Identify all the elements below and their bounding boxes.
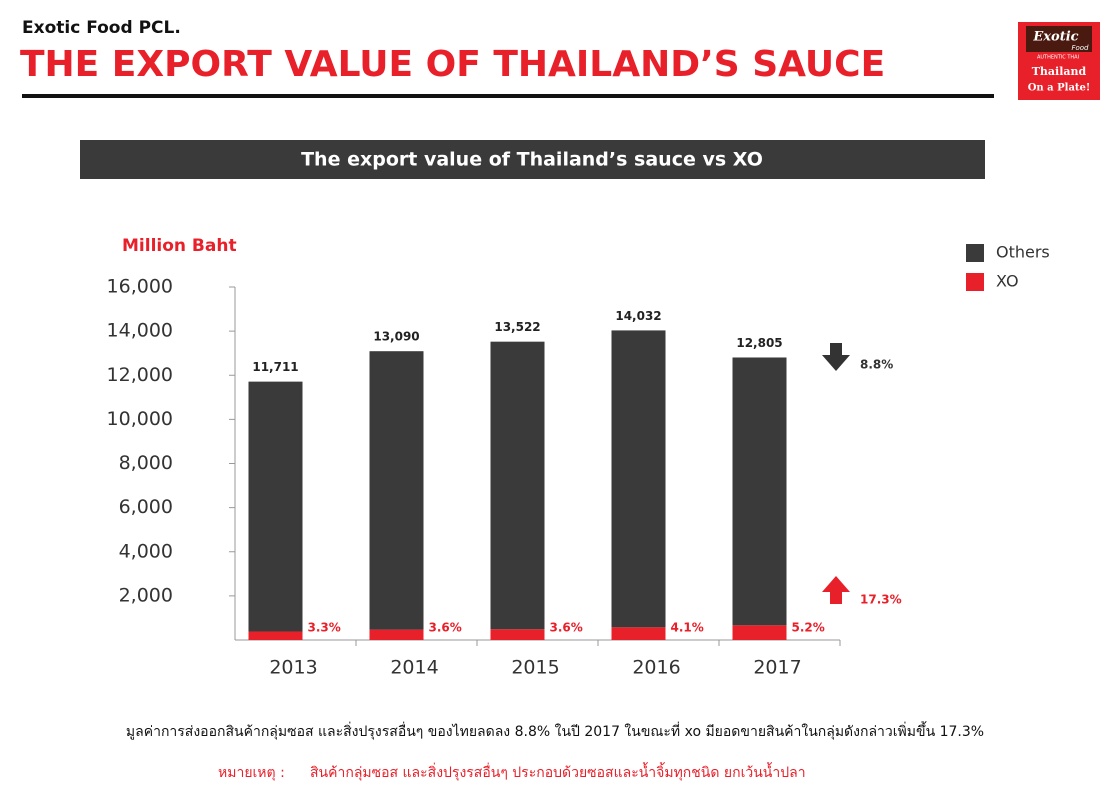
total-label: 11,711 xyxy=(252,360,298,374)
y-tick-label: 4,000 xyxy=(119,540,173,562)
y-axis-label: Million Baht xyxy=(122,236,237,256)
annotation: 8.8% xyxy=(860,358,893,372)
xo-share-label: 5.2% xyxy=(792,621,825,635)
logo-brand: Exotic xyxy=(1032,30,1078,45)
total-label: 13,522 xyxy=(494,320,540,334)
logo-line2: On a Plate! xyxy=(1028,83,1091,94)
bar-segment xyxy=(611,627,666,640)
y-tick-label: 6,000 xyxy=(119,496,173,518)
y-tick-label: 2,000 xyxy=(119,584,173,606)
legend-label: Others xyxy=(996,243,1050,262)
x-tick-label: 2013 xyxy=(269,657,317,679)
x-tick-label: 2014 xyxy=(390,657,438,679)
y-tick-label: 14,000 xyxy=(107,320,173,342)
footer-note: สินค้ากลุ่มซอส และสิ่งปรุงรสอื่นๆ ประกอบ… xyxy=(310,762,806,781)
logo: Exotic Food AUTHENTIC THAI Thailand On a… xyxy=(1018,22,1100,100)
x-tick-label: 2015 xyxy=(511,657,559,679)
logo-ribbon: AUTHENTIC THAI xyxy=(1037,55,1079,61)
bar-segment xyxy=(490,629,545,640)
logo-brand-sub: Food xyxy=(1071,44,1089,52)
bar-segment xyxy=(611,330,666,628)
x-tick-label: 2016 xyxy=(632,657,680,679)
total-label: 14,032 xyxy=(615,309,661,323)
legend-label: XO xyxy=(996,272,1019,291)
y-tick-label: 16,000 xyxy=(107,276,173,298)
trend-arrow xyxy=(822,576,850,604)
footer-note-label: หมายเหตุ : xyxy=(218,765,285,781)
footer-summary: มูลค่าการส่งออกสินค้ากลุ่มซอส และสิ่งปรุ… xyxy=(126,721,984,740)
legend-swatch xyxy=(966,244,984,262)
slide-title: THE EXPORT VALUE OF THAILAND’S SAUCE xyxy=(20,44,885,85)
xo-share-label: 3.3% xyxy=(308,621,341,635)
chart-banner xyxy=(80,140,985,179)
y-tick-label: 8,000 xyxy=(119,452,173,474)
title-rule xyxy=(22,94,994,98)
total-label: 12,805 xyxy=(736,336,782,350)
logo-line1: Thailand xyxy=(1032,65,1087,78)
company: Exotic Food PCL. xyxy=(22,18,181,38)
trend-arrow xyxy=(822,343,850,371)
bar-segment xyxy=(248,381,303,632)
bar-segment xyxy=(490,341,545,630)
xo-share-label: 3.6% xyxy=(429,621,462,635)
xo-share-label: 3.6% xyxy=(550,621,583,635)
bar-segment xyxy=(248,631,303,640)
y-tick-label: 12,000 xyxy=(107,364,173,386)
logo-top xyxy=(1026,26,1092,52)
bar-segment xyxy=(369,351,424,630)
bar-segment xyxy=(369,629,424,640)
chart-title: The export value of Thailand’s sauce vs … xyxy=(301,149,763,171)
xo-share-label: 4.1% xyxy=(671,621,704,635)
total-label: 13,090 xyxy=(373,330,419,344)
y-tick-label: 10,000 xyxy=(107,408,173,430)
annotation: 17.3% xyxy=(860,593,902,607)
x-tick-label: 2017 xyxy=(753,657,801,679)
bar-segment xyxy=(732,625,787,640)
bar-segment xyxy=(732,357,787,626)
legend-swatch xyxy=(966,273,984,291)
